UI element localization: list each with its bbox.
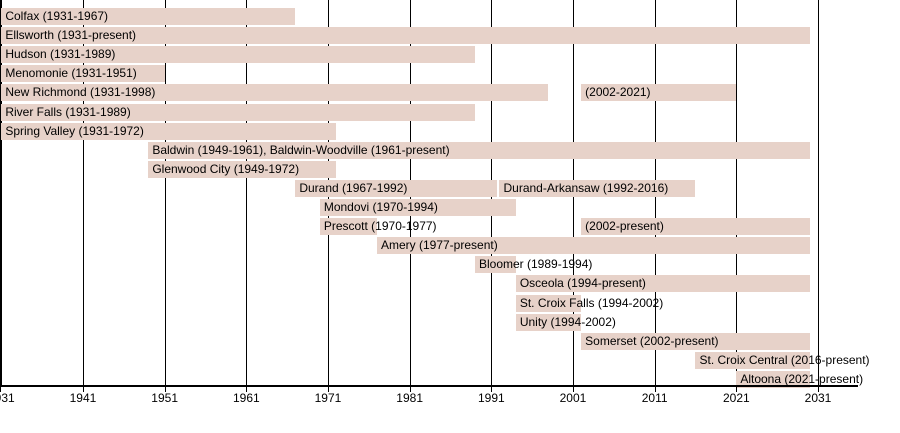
timeline-bar bbox=[695, 351, 810, 369]
timeline-bar bbox=[1, 46, 475, 64]
axis-tick-2011 bbox=[654, 385, 656, 392]
timeline-bar bbox=[515, 275, 810, 293]
bar-label: Glenwood City (1949-1972) bbox=[152, 161, 300, 176]
bar-label: St. Croix Falls (1994-2002) bbox=[519, 295, 664, 310]
bar-label: Amery (1977-present) bbox=[380, 238, 498, 253]
gridline-1961 bbox=[246, 0, 248, 385]
bar-label: Bloomer (1989-1994) bbox=[478, 257, 593, 272]
axis-tick-label-1981: 1981 bbox=[396, 391, 424, 405]
axis-tick-label-1951: 1951 bbox=[151, 391, 179, 405]
axis-tick-label-1931: 1931 bbox=[0, 391, 15, 405]
bar-label: (2002-present) bbox=[585, 219, 664, 234]
timeline-bar bbox=[148, 141, 810, 159]
axis-tick-label-2021: 2021 bbox=[722, 391, 750, 405]
axis-tick-2001 bbox=[572, 385, 574, 392]
bar-label: Ellsworth (1931-present) bbox=[5, 28, 137, 43]
timeline-bar bbox=[1, 103, 475, 121]
axis-tick-label-2011: 2011 bbox=[641, 391, 668, 405]
timeline-bar bbox=[319, 218, 377, 236]
axis-tick-1991 bbox=[491, 385, 493, 392]
axis-tick-1941 bbox=[82, 385, 84, 392]
axis-tick-2021 bbox=[736, 385, 738, 392]
gridline-1931 bbox=[0, 0, 2, 385]
bar-label: Spring Valley (1931-1972) bbox=[5, 123, 144, 138]
bar-label: Hudson (1931-1989) bbox=[5, 47, 116, 62]
bar-label: Prescott (1970-1977) bbox=[323, 219, 437, 234]
timeline-bar bbox=[319, 199, 516, 216]
gridline-2021 bbox=[736, 0, 738, 385]
timeline-bar bbox=[1, 8, 296, 25]
bar-label: St. Croix Central (2016-present) bbox=[699, 352, 870, 367]
gridline-1941 bbox=[82, 0, 84, 385]
timeline-bar bbox=[515, 313, 582, 331]
timeline-bar bbox=[736, 370, 810, 388]
bar-label: Colfax (1931-1967) bbox=[5, 9, 109, 23]
axis-tick-1951 bbox=[164, 385, 166, 392]
gridline-2031 bbox=[818, 0, 819, 385]
axis-tick-label-2031: 2031 bbox=[804, 391, 832, 405]
bar-label: River Falls (1931-1989) bbox=[5, 104, 131, 119]
timeline-bar bbox=[581, 218, 810, 236]
bar-label: Mondovi (1970-1994) bbox=[323, 200, 438, 214]
axis-tick-label-2001: 2001 bbox=[559, 391, 587, 405]
timeline-bar bbox=[295, 179, 498, 197]
timeline-bar bbox=[581, 332, 810, 350]
bar-label: Unity (1994-2002) bbox=[519, 314, 616, 329]
timeline-bar bbox=[1, 122, 337, 140]
bar-label: (2002-2021) bbox=[585, 85, 651, 100]
bar-label: Durand (1967-1992) bbox=[299, 180, 408, 195]
timeline-bar bbox=[1, 84, 549, 102]
bar-label: New Richmond (1931-1998) bbox=[5, 85, 156, 100]
axis-tick-label-1991: 1991 bbox=[477, 391, 505, 405]
bar-label: Somerset (2002-present) bbox=[585, 333, 719, 348]
axis-tick-2031 bbox=[818, 385, 819, 392]
axis-tick-1961 bbox=[246, 385, 248, 392]
timeline-bar bbox=[1, 65, 165, 83]
timeline-bar bbox=[515, 294, 582, 312]
timeline-bar bbox=[1, 27, 810, 45]
bar-label: Altoona (2021-present) bbox=[740, 371, 864, 386]
bar-label: Menomonie (1931-1951) bbox=[5, 66, 137, 81]
axis-tick-1971 bbox=[327, 385, 329, 392]
timeline-bar bbox=[499, 179, 696, 197]
bar-label: Baldwin (1949-1961), Baldwin-Woodville (… bbox=[152, 142, 450, 157]
axis-tick-label-1941: 1941 bbox=[69, 391, 97, 405]
axis-tick-1981 bbox=[409, 385, 411, 392]
axis-tick-label-1961: 1961 bbox=[232, 391, 260, 405]
bar-label: Osceola (1994-present) bbox=[519, 276, 646, 291]
axis-tick-1931 bbox=[0, 385, 1, 392]
x-axis-line bbox=[0, 385, 858, 387]
timeline-bar bbox=[581, 84, 737, 102]
timeline-bar bbox=[474, 256, 516, 274]
bar-label: Durand-Arkansaw (1992-2016) bbox=[503, 180, 669, 195]
gridline-1951 bbox=[164, 0, 166, 385]
timeline-bar bbox=[376, 237, 810, 255]
axis-tick-label-1971: 1971 bbox=[314, 391, 342, 405]
timeline-bar bbox=[148, 160, 337, 178]
